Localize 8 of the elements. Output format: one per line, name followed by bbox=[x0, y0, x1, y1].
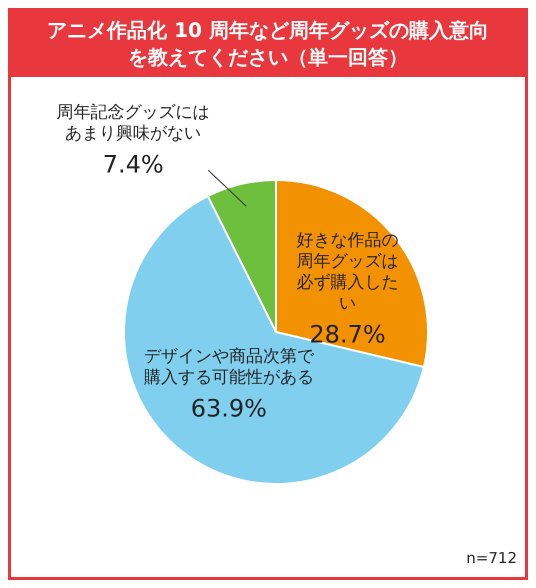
data-label: 63.9% bbox=[190, 394, 267, 423]
slice-label: 周年記念グッズにはあまり興味がない bbox=[56, 102, 210, 144]
data-label: 28.7% bbox=[309, 320, 386, 348]
slice-label: 好きな作品の周年グッズは必ず購入したい bbox=[296, 230, 399, 314]
chart-title: アニメ作品化 10 周年など周年グッズの購入意向を教えてください（単一回答） bbox=[11, 11, 525, 77]
slice-label: デザインや商品次第で購入する可能性がある bbox=[144, 346, 315, 388]
data-label: 7.4% bbox=[102, 150, 164, 178]
text: n=712 bbox=[466, 549, 517, 567]
